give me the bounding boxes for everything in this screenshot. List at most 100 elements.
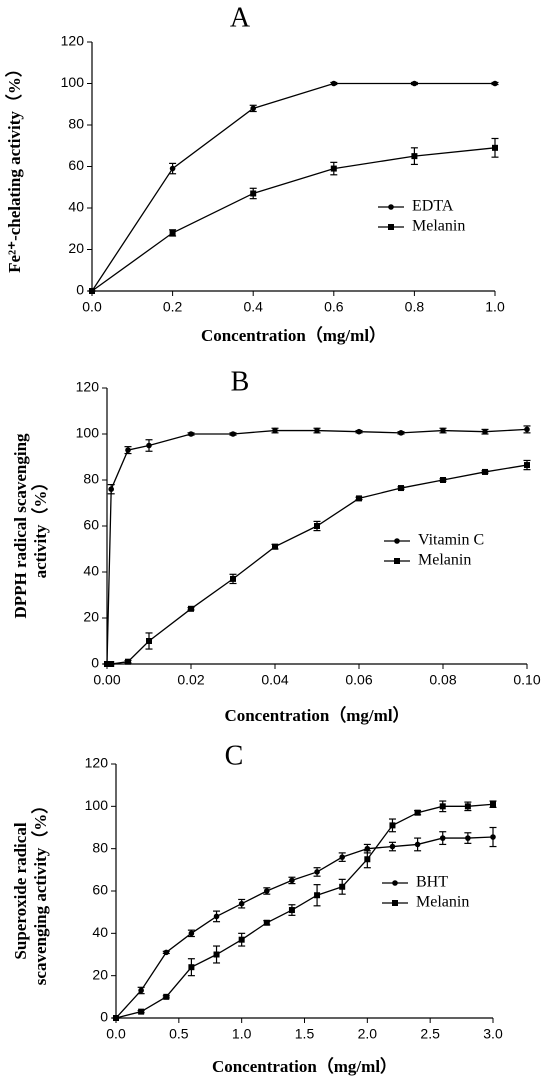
legend-marker <box>392 900 398 906</box>
y-tick-label: 0 <box>76 282 84 298</box>
y-axis-label: DPPH radical scavenging <box>11 433 30 619</box>
y-tick-label: 60 <box>83 517 99 533</box>
point <box>389 822 396 829</box>
point <box>364 856 371 863</box>
point <box>272 543 278 550</box>
point <box>89 288 95 294</box>
point <box>188 431 194 437</box>
point <box>440 477 446 483</box>
point <box>411 153 418 160</box>
point <box>188 964 195 971</box>
x-tick-label: 3.0 <box>483 1026 503 1042</box>
point <box>364 845 371 852</box>
point <box>414 809 421 816</box>
x-tick-label: 2.0 <box>358 1026 378 1042</box>
y-tick-label: 80 <box>68 116 84 132</box>
y-tick-label: 120 <box>76 379 100 395</box>
legend-label: EDTA <box>412 198 454 215</box>
x-tick-label: 2.5 <box>420 1026 440 1042</box>
y-tick-label: 120 <box>61 33 85 49</box>
legend-label: Vitamin C <box>418 532 484 549</box>
y-tick-label: 40 <box>83 563 99 579</box>
series-line <box>91 147 496 292</box>
point <box>524 462 530 469</box>
panel-title: A <box>230 2 251 33</box>
x-tick-label: 0.04 <box>261 672 288 688</box>
point <box>264 888 270 894</box>
y-tick-label: 80 <box>92 839 108 855</box>
point <box>125 447 131 453</box>
x-tick-label: 0.4 <box>243 299 263 315</box>
point <box>263 919 270 926</box>
point <box>108 486 114 493</box>
point <box>138 987 144 994</box>
x-tick-label: 1.0 <box>485 299 505 315</box>
point <box>138 1008 145 1015</box>
point <box>169 165 176 172</box>
legend-label: Melanin <box>416 894 469 911</box>
point <box>213 913 220 920</box>
y-tick-label: 60 <box>68 157 84 173</box>
series-line <box>115 803 494 1019</box>
x-tick-label: 0.00 <box>93 672 120 688</box>
x-tick-label: 0.02 <box>177 672 204 688</box>
x-tick-label: 0.6 <box>324 299 344 315</box>
point <box>411 80 418 87</box>
legend-marker <box>392 880 398 886</box>
x-tick-label: 0.0 <box>106 1026 126 1042</box>
panel-title: C <box>225 740 244 771</box>
panel-title: B <box>231 366 250 397</box>
point <box>163 949 170 956</box>
y-tick-label: 40 <box>92 924 108 940</box>
point <box>288 907 295 914</box>
point <box>490 834 496 840</box>
point <box>113 1015 119 1021</box>
point <box>314 869 320 875</box>
y-tick-label: 120 <box>85 755 109 771</box>
point <box>314 427 320 434</box>
series-line <box>115 836 494 1019</box>
point <box>439 803 446 810</box>
point <box>250 105 256 112</box>
point <box>289 877 295 884</box>
y-tick-label: 80 <box>83 471 99 487</box>
point <box>331 80 337 87</box>
y-tick-label: 0 <box>100 1009 108 1025</box>
point <box>330 165 337 172</box>
y-tick-label: 0 <box>91 655 99 671</box>
point <box>524 426 530 433</box>
point <box>169 229 176 236</box>
point <box>356 495 362 502</box>
x-tick-label: 1.5 <box>295 1026 315 1042</box>
point <box>482 428 488 435</box>
legend-marker <box>394 558 400 564</box>
point <box>464 803 471 810</box>
point <box>440 427 446 434</box>
y-tick-label: 100 <box>85 797 109 813</box>
series-line <box>91 82 495 292</box>
legend-label: BHT <box>416 874 448 891</box>
x-tick-label: 0.0 <box>82 299 102 315</box>
point <box>238 936 245 943</box>
x-tick-label: 0.5 <box>169 1026 189 1042</box>
point <box>188 605 194 612</box>
point <box>314 523 320 529</box>
point <box>146 638 152 644</box>
x-axis-label: Concentration（mg/ml） <box>201 325 386 345</box>
point <box>163 993 170 1000</box>
y-tick-label: 20 <box>68 240 84 256</box>
point <box>414 841 421 848</box>
legend-marker <box>388 224 394 230</box>
point <box>492 80 498 87</box>
y-axis-label: Superoxide radical <box>11 822 30 959</box>
y-axis-label: scavenging activity（%） <box>30 797 50 985</box>
point <box>492 144 498 151</box>
legend-label: Melanin <box>418 552 471 569</box>
point <box>230 431 236 437</box>
point <box>339 883 346 890</box>
point <box>238 900 245 907</box>
x-tick-label: 0.2 <box>163 299 183 315</box>
point <box>439 835 446 841</box>
point <box>104 661 110 667</box>
